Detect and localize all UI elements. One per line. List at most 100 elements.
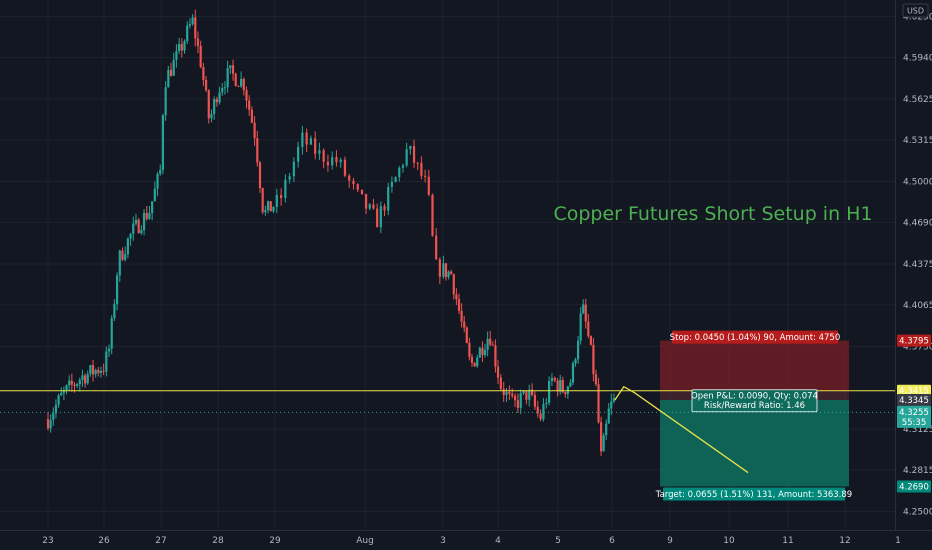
candle-body: [368, 204, 371, 209]
projection-path[interactable]: [614, 385, 749, 474]
candle-body: [140, 229, 143, 234]
candle-body: [275, 195, 278, 207]
candle-body: [536, 406, 539, 414]
x-tick-label: 23: [42, 536, 53, 546]
candle-body: [97, 369, 100, 373]
candle-body: [607, 408, 610, 424]
stop-label-box[interactable]: Stop: 0.0450 (1.04%) 90, Amount: 4750: [670, 330, 841, 344]
candle-body: [569, 382, 572, 387]
candle-body: [463, 321, 466, 328]
candle-body: [164, 87, 167, 116]
candle-body: [183, 41, 186, 51]
candle-body: [194, 17, 197, 39]
candle-body: [470, 356, 474, 363]
candle-body: [605, 423, 608, 436]
y-tick-label: 4.2815: [903, 466, 932, 476]
candle-body: [416, 162, 419, 164]
candle-body: [159, 169, 162, 174]
candle-body: [476, 357, 479, 367]
candle-body: [545, 402, 548, 405]
currency-box[interactable]: [902, 3, 929, 18]
candle-body: [57, 395, 60, 405]
candle-body: [525, 390, 528, 400]
candle-body: [52, 413, 55, 420]
candle-body: [473, 362, 476, 367]
candle-body: [110, 318, 113, 349]
x-tick-label: 26: [98, 536, 110, 546]
candle-body: [292, 161, 295, 177]
stop-zone[interactable]: [660, 340, 849, 391]
candle-body: [46, 419, 50, 429]
candle-body: [129, 233, 132, 239]
candle-body: [335, 157, 338, 163]
candle-body: [539, 413, 542, 420]
candle-body: [124, 254, 127, 260]
candle-body: [188, 24, 191, 26]
candle-body: [481, 347, 484, 356]
candle-body: [465, 327, 468, 343]
candle-body: [460, 310, 463, 322]
candle-body: [89, 365, 92, 374]
candle-body: [153, 188, 156, 202]
candle-body: [412, 145, 416, 163]
candles: [46, 9, 616, 456]
candle-body: [438, 259, 441, 277]
candle-body: [360, 189, 364, 194]
candle-body: [550, 377, 554, 381]
candle-body: [245, 90, 248, 101]
candle-body: [226, 68, 229, 88]
candle-body: [401, 165, 405, 168]
candle-body: [145, 212, 148, 219]
candle-body: [118, 250, 121, 276]
candle-body: [156, 173, 159, 189]
candle-body: [172, 59, 175, 76]
target-label-box[interactable]: Target: 0.0655 (1.51%) 131, Amount: 5363…: [655, 487, 852, 501]
candle-body: [331, 157, 334, 166]
y-tick-label: 4.5315: [903, 136, 932, 146]
candle-body: [180, 43, 183, 51]
candle-body: [121, 250, 124, 260]
candle-body: [553, 377, 556, 381]
candle-body: [356, 184, 359, 190]
candle-body: [322, 150, 325, 162]
candle-body: [81, 375, 84, 380]
y-tick-label: 4.3125: [903, 425, 932, 435]
candle-body: [65, 385, 68, 391]
candle-body: [435, 235, 438, 260]
candle-body: [528, 389, 531, 400]
candle-body: [548, 380, 551, 403]
candle-body: [240, 78, 243, 87]
candle-body: [455, 294, 458, 300]
candle-body: [592, 344, 595, 375]
candle-body: [99, 370, 103, 373]
candle-body: [522, 390, 525, 394]
candle-body: [237, 85, 240, 87]
candle-body: [587, 321, 590, 336]
target-price-tag: 4.2690: [897, 480, 931, 493]
candle-body: [326, 161, 330, 166]
candle-body: [86, 373, 89, 384]
stop-price-tag: 4.3795: [897, 334, 931, 347]
candle-body: [576, 340, 580, 360]
candle-body: [610, 401, 613, 409]
candle-body: [229, 65, 232, 69]
candle-body: [83, 375, 87, 384]
candle-body: [452, 274, 455, 295]
candle-body: [204, 79, 208, 91]
candle-body: [264, 210, 267, 213]
x-tick-label: 28: [212, 536, 224, 546]
chart-title: Copper Futures Short Setup in H1: [553, 203, 872, 225]
candle-body: [542, 404, 545, 420]
candle-body: [564, 392, 567, 394]
candle-body: [60, 392, 63, 396]
target-zone[interactable]: [660, 399, 849, 487]
x-tick-label: Aug: [356, 536, 374, 546]
pnl-box[interactable]: Open P&L: 0.0090, Qty: 0.074Risk/Reward …: [691, 389, 818, 413]
position-zones: [660, 340, 849, 487]
x-tick-label: 10: [723, 536, 735, 546]
candle-body: [486, 338, 489, 350]
candle-body: [602, 435, 605, 452]
candle-body: [444, 263, 448, 277]
